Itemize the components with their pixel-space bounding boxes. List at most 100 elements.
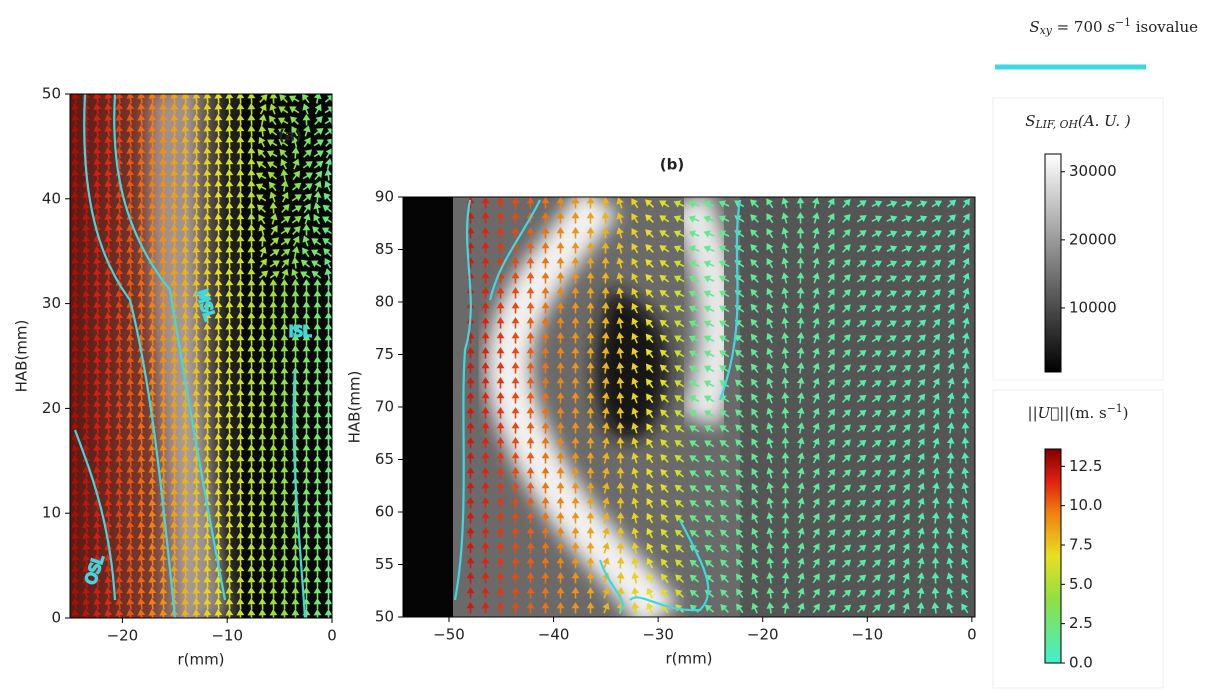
arrow [93,180,102,192]
arrow [181,268,190,280]
arrow [688,230,700,238]
arrow [688,275,700,283]
arrow [313,366,322,379]
arrow [93,543,102,555]
arrow [526,301,535,314]
arrow [281,258,290,269]
arrow [214,521,223,533]
arrow [796,287,805,299]
arrow [278,106,289,114]
arrow [236,191,245,203]
arrow [946,527,955,539]
arrow [82,411,91,423]
arrow [616,317,625,329]
arrow [115,543,124,555]
arrow [104,180,113,192]
arrow [115,125,124,137]
arrow [82,202,91,214]
arrow [247,235,256,247]
arrow [126,444,135,456]
arrow [280,377,289,390]
arrow [159,444,168,456]
arrow [192,224,201,236]
arrow [961,572,969,584]
arrow [203,224,212,236]
arrow [256,194,267,202]
arrow [302,113,311,126]
arrow [214,455,223,467]
arrow [781,587,790,599]
arrow [225,279,234,291]
arrow [541,571,550,584]
arrow [170,158,179,170]
arrow [947,392,955,404]
arrow [766,302,774,314]
arrow [631,302,639,314]
arrow [214,191,223,203]
arrow [247,565,256,577]
arrow [170,389,179,401]
arrow [82,521,91,533]
arrow [269,322,278,335]
arrow [856,215,867,223]
arrow [313,575,322,588]
arrow [674,380,685,388]
arrow [148,103,157,115]
arrow [526,436,535,449]
arrow [203,257,212,269]
arrow [148,312,157,324]
arrow [269,300,278,313]
arrow [601,226,610,239]
arrow [541,301,550,314]
arrow [541,211,550,224]
arrow [704,544,715,553]
arrow [646,453,654,464]
arrow [571,391,580,404]
arrow [660,483,669,493]
arrow [225,268,234,280]
arrow [466,601,475,614]
arrow [586,421,595,434]
arrow [258,476,267,489]
arrow [961,588,969,599]
arrow [203,565,212,577]
arrow [126,257,135,269]
arrow [236,257,245,269]
arrow [602,587,610,599]
arrow [688,350,700,358]
arrow [214,609,223,618]
arrow [115,389,124,401]
arrow [104,147,113,159]
arrow [71,477,80,489]
arrow [313,214,321,225]
arrow [71,576,80,588]
arrow [812,347,820,359]
arrow [290,116,299,125]
arrow [571,197,580,209]
arrow [827,574,836,583]
arrow [126,378,135,390]
arrow [170,532,179,544]
arrow [781,302,790,314]
arrow [115,301,124,313]
arrow [148,169,157,181]
arrow [496,481,505,494]
arrow [796,332,805,344]
arrow [82,598,91,610]
isocontour [113,94,227,601]
isocontour [488,199,541,301]
arrow [214,378,223,390]
arrow [278,139,289,147]
arrow [104,587,113,599]
arrow [324,366,332,379]
arrow [466,211,475,224]
arrow [946,407,955,419]
arrow [631,392,639,404]
arrow [556,226,565,239]
arrow [871,439,882,448]
arrow [466,571,475,584]
arrow [901,275,913,283]
arrow [203,125,212,137]
arrow [71,565,80,577]
arrow [71,158,80,170]
